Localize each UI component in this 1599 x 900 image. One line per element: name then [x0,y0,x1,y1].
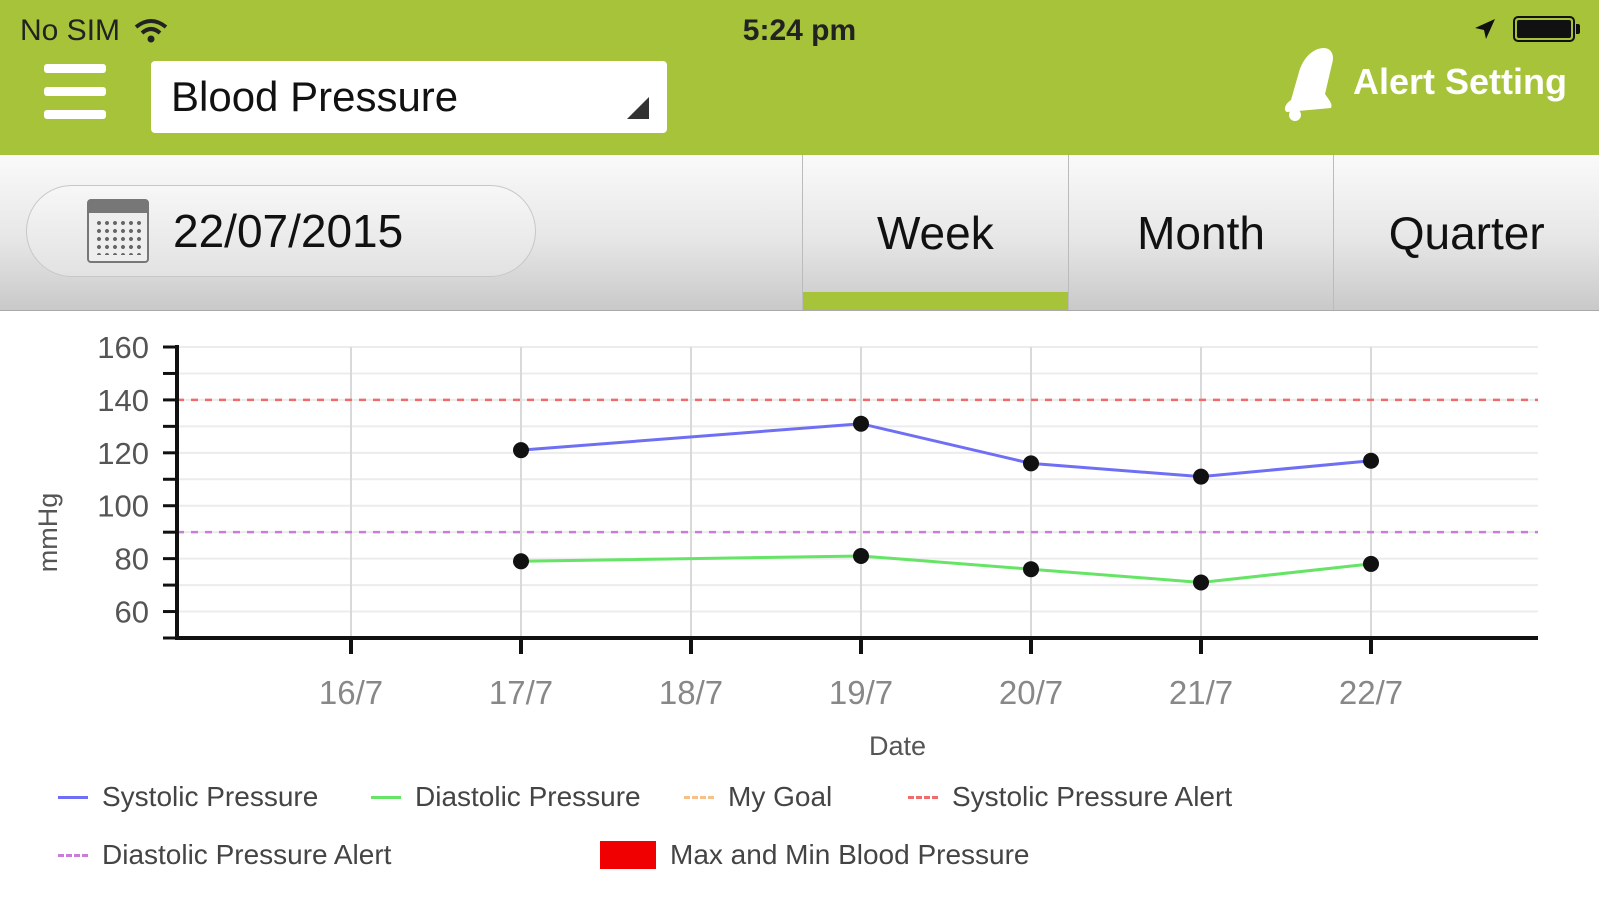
hamburger-menu-icon[interactable] [44,64,106,126]
y-tick-label: 60 [115,595,149,630]
top-bar: No SIM 5:24 pm Blood Pressure [0,0,1599,155]
x-tick-label: 18/7 [659,674,723,711]
calendar-icon [87,199,149,263]
x-tick-label: 16/7 [319,674,383,711]
alert-setting-label: Alert Setting [1352,61,1567,102]
series-line [520,554,1372,584]
y-tick-label: 80 [115,542,149,577]
control-bar: 22/07/2015 Week Month Quarter [0,155,1599,311]
tab-quarter[interactable]: Quarter [1333,155,1599,310]
carrier-label: No SIM [20,14,121,47]
y-tick-label: 100 [97,489,149,524]
data-point [1023,561,1039,578]
metric-select[interactable]: Blood Pressure [151,61,667,133]
date-value: 22/07/2015 [173,205,404,257]
metric-select-value: Blood Pressure [171,73,459,120]
data-point [1193,574,1209,591]
data-point [513,442,529,459]
x-tick-label: 22/7 [1339,674,1403,711]
status-bar-right [1473,16,1580,42]
x-tick-label: 19/7 [829,674,893,711]
series-line [520,422,1372,479]
data-point [513,553,529,570]
tab-month[interactable]: Month [1067,155,1334,310]
data-point [1193,468,1209,485]
y-tick-label: 120 [97,436,149,471]
data-point [853,415,869,432]
tab-week[interactable]: Week [802,155,1068,310]
alert-setting-button[interactable]: Alert Setting [1277,42,1567,122]
battery-icon [1513,16,1580,42]
period-tabs: Week Month Quarter [802,155,1599,310]
chart-svg: 60 80 100 120 140 160 16/7 17/7 18/7 19/7 20/7 21/7… [33,330,1538,761]
data-point [853,547,869,564]
x-axis-label: Date [869,731,926,761]
bell-icon [1284,48,1333,121]
x-tick-label: 20/7 [999,674,1063,711]
y-tick-label: 140 [97,383,149,418]
status-bar-left: No SIM [20,14,168,48]
x-tick-label: 21/7 [1169,674,1233,711]
y-axis-label: mmHg [33,493,63,573]
dropdown-arrow-icon [627,97,649,119]
location-arrow-icon [1475,19,1495,39]
data-point [1363,452,1379,469]
blood-pressure-chart: 60 80 100 120 140 160 16/7 17/7 18/7 19/7 20/7 21/7… [0,311,1599,900]
date-picker[interactable]: 22/07/2015 [26,185,536,277]
x-tick-label: 17/7 [489,674,553,711]
data-point [1023,455,1039,472]
status-time: 5:24 pm [742,14,857,47]
data-point [1363,555,1379,572]
y-tick-label: 160 [97,330,149,365]
wifi-icon [134,19,168,43]
